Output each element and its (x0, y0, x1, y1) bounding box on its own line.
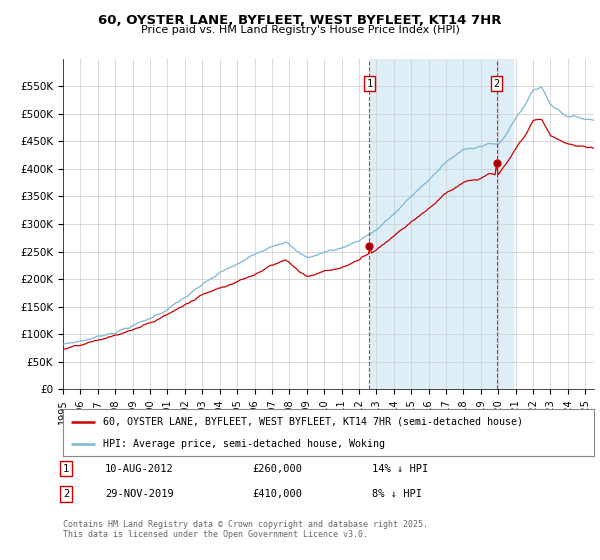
Text: 8% ↓ HPI: 8% ↓ HPI (372, 489, 422, 499)
Text: 14% ↓ HPI: 14% ↓ HPI (372, 464, 428, 474)
Text: Price paid vs. HM Land Registry's House Price Index (HPI): Price paid vs. HM Land Registry's House … (140, 25, 460, 35)
Text: £260,000: £260,000 (252, 464, 302, 474)
Text: 60, OYSTER LANE, BYFLEET, WEST BYFLEET, KT14 7HR (semi-detached house): 60, OYSTER LANE, BYFLEET, WEST BYFLEET, … (103, 417, 523, 427)
Text: 1: 1 (366, 78, 373, 88)
Text: HPI: Average price, semi-detached house, Woking: HPI: Average price, semi-detached house,… (103, 438, 385, 449)
Text: £410,000: £410,000 (252, 489, 302, 499)
Text: 29-NOV-2019: 29-NOV-2019 (105, 489, 174, 499)
Text: 2: 2 (63, 489, 69, 499)
Text: 1: 1 (63, 464, 69, 474)
Text: 60, OYSTER LANE, BYFLEET, WEST BYFLEET, KT14 7HR: 60, OYSTER LANE, BYFLEET, WEST BYFLEET, … (98, 14, 502, 27)
Text: 2: 2 (493, 78, 500, 88)
Text: 10-AUG-2012: 10-AUG-2012 (105, 464, 174, 474)
Text: Contains HM Land Registry data © Crown copyright and database right 2025.
This d: Contains HM Land Registry data © Crown c… (63, 520, 428, 539)
